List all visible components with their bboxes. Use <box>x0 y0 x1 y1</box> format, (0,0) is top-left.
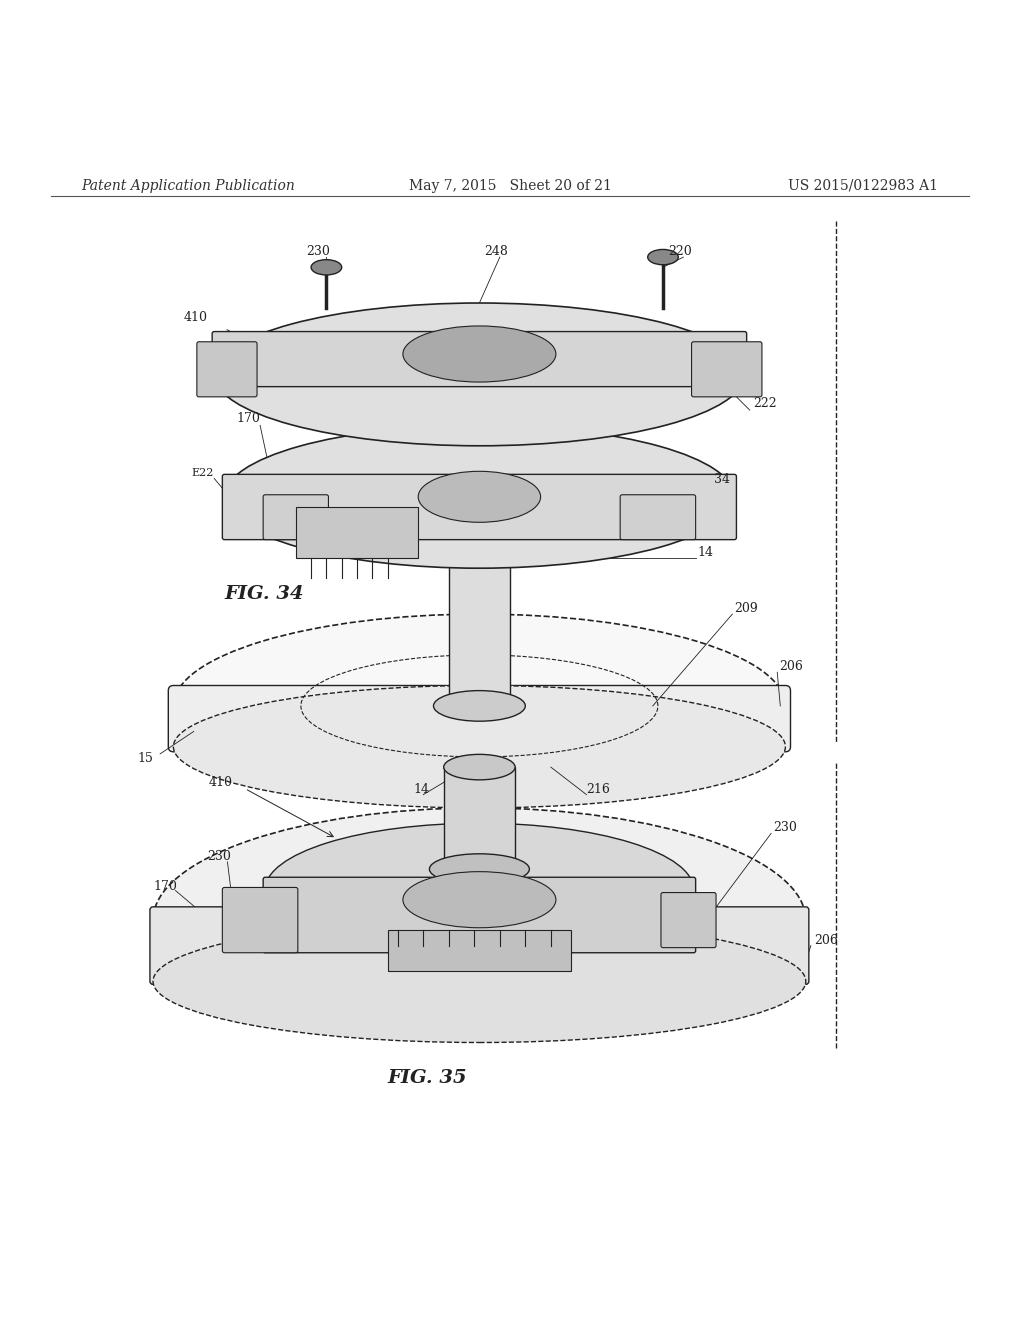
Text: 15: 15 <box>138 752 154 766</box>
Text: 230: 230 <box>772 821 796 834</box>
Text: 14: 14 <box>697 546 713 558</box>
Text: 206: 206 <box>813 933 837 946</box>
Text: Patent Application Publication: Patent Application Publication <box>82 178 296 193</box>
Text: 222: 222 <box>752 397 775 411</box>
Text: 410: 410 <box>209 776 233 789</box>
Text: May 7, 2015   Sheet 20 of 21: May 7, 2015 Sheet 20 of 21 <box>409 178 610 193</box>
Text: 230: 230 <box>306 246 329 259</box>
Ellipse shape <box>403 326 555 381</box>
Ellipse shape <box>153 808 805 1032</box>
Ellipse shape <box>403 871 555 928</box>
Ellipse shape <box>265 824 693 956</box>
Text: E22: E22 <box>192 469 214 478</box>
FancyBboxPatch shape <box>150 907 808 985</box>
Bar <box>296 507 418 558</box>
Text: 230: 230 <box>207 850 230 863</box>
Text: 216: 216 <box>586 783 609 796</box>
Text: 170: 170 <box>236 412 260 425</box>
Ellipse shape <box>173 614 785 797</box>
Bar <box>448 537 510 706</box>
FancyBboxPatch shape <box>197 342 257 397</box>
FancyBboxPatch shape <box>212 331 746 387</box>
Text: 209: 209 <box>734 602 757 615</box>
Text: US 2015/0122983 A1: US 2015/0122983 A1 <box>788 178 937 193</box>
FancyBboxPatch shape <box>263 878 695 953</box>
Text: FIG. 34: FIG. 34 <box>224 585 304 603</box>
FancyBboxPatch shape <box>660 892 715 948</box>
Ellipse shape <box>214 304 744 446</box>
Text: 34: 34 <box>713 473 730 486</box>
FancyBboxPatch shape <box>691 342 761 397</box>
Ellipse shape <box>173 685 785 808</box>
Ellipse shape <box>448 525 510 550</box>
Text: FIG. 35: FIG. 35 <box>387 1069 467 1088</box>
FancyBboxPatch shape <box>222 474 736 540</box>
Ellipse shape <box>647 249 678 265</box>
Ellipse shape <box>224 425 734 568</box>
Text: 248: 248 <box>484 246 507 259</box>
Ellipse shape <box>433 690 525 721</box>
Ellipse shape <box>153 920 805 1043</box>
Text: 220: 220 <box>667 246 691 259</box>
Ellipse shape <box>443 754 515 780</box>
FancyBboxPatch shape <box>222 887 298 953</box>
Text: 206: 206 <box>779 660 802 673</box>
FancyBboxPatch shape <box>620 495 695 540</box>
Ellipse shape <box>429 854 529 884</box>
Ellipse shape <box>311 260 341 275</box>
FancyBboxPatch shape <box>263 495 328 540</box>
Bar <box>387 931 571 972</box>
Ellipse shape <box>418 471 540 523</box>
FancyBboxPatch shape <box>168 685 790 752</box>
Text: 170: 170 <box>153 879 176 892</box>
Bar <box>443 767 515 869</box>
Text: 14: 14 <box>413 783 429 796</box>
Text: 410: 410 <box>183 312 208 325</box>
